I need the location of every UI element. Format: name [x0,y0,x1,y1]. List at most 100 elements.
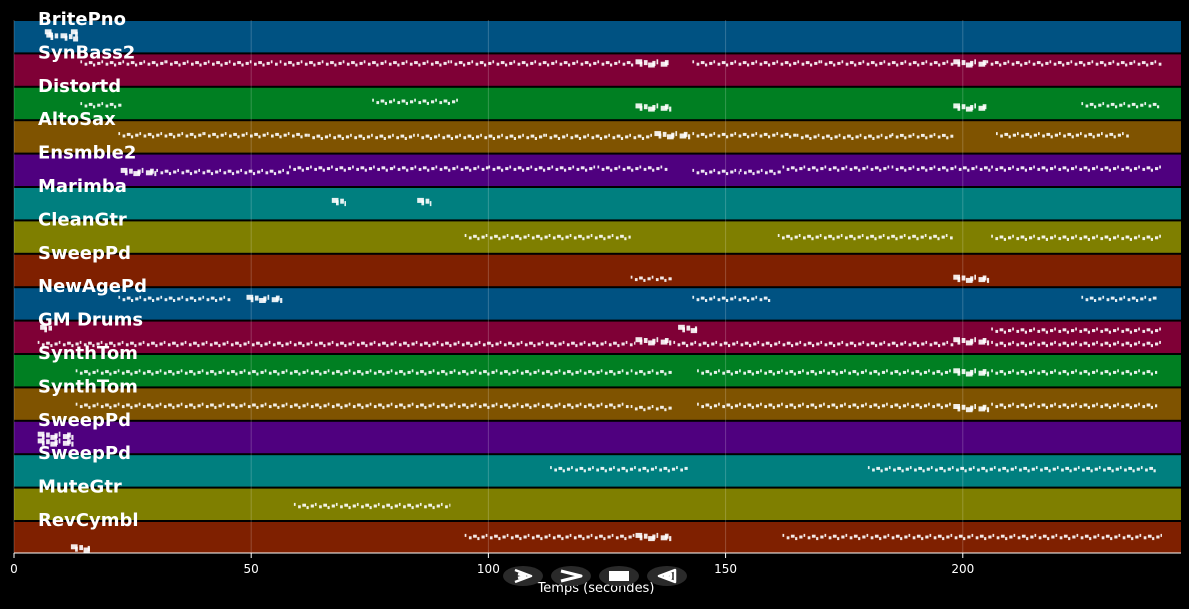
note-block [803,236,806,240]
note-block [491,404,495,408]
note-block [109,372,112,376]
note-block [957,339,961,345]
note-block [550,466,552,470]
note-block [696,62,700,66]
note-block [895,237,898,241]
note-block [271,297,279,303]
note-block [749,344,752,348]
note-block [371,133,373,137]
note-run [692,132,797,139]
note-block [909,466,912,470]
note-block [854,63,857,67]
note-block [477,537,480,541]
note-block [285,402,288,406]
note-block [678,324,685,330]
note-block [567,403,571,407]
note-block [1062,235,1067,239]
note-block [946,60,949,64]
fast-forward-button[interactable] [551,566,591,586]
note-block [1058,371,1062,375]
note-block [156,63,159,67]
note-block [189,370,193,374]
note-block [245,132,248,136]
note-block [755,370,760,374]
note-block [160,171,164,175]
note-block [1062,328,1067,332]
note-block [523,235,527,239]
note-block [260,344,263,348]
note-block [652,534,656,540]
stop-button[interactable] [599,566,639,586]
note-block [481,235,485,239]
note-block [803,343,807,347]
note-block [1008,167,1012,171]
note-block [837,342,841,346]
note-block [772,61,776,65]
note-block [692,60,695,64]
note-block [946,136,949,140]
note-block [372,61,376,65]
note-block [752,172,755,176]
note-block [992,533,995,537]
note-block [304,62,308,66]
note-block [1057,61,1062,65]
note-block [425,198,430,204]
note-block [918,466,922,470]
note-block [463,136,467,140]
note-block [105,403,109,407]
note-block [361,341,365,345]
note-block [572,61,576,65]
note-block [789,135,792,139]
note-run [75,369,629,376]
note-block [586,235,590,239]
track-lane [14,188,1181,220]
note-block [142,405,146,409]
note-block [1152,102,1157,106]
note-block [1050,404,1054,408]
note-block [1117,234,1119,238]
note-block [953,59,960,65]
note-block [1088,132,1093,136]
note-block [431,167,435,171]
note-block [728,344,731,348]
note-block [652,105,656,110]
note-block [424,341,428,345]
note-block [324,135,329,139]
play-button[interactable] [503,566,543,586]
note-block [1159,234,1161,238]
note-block [258,135,261,139]
note-block [1024,168,1027,172]
note-block [866,62,870,66]
note-block [772,372,775,376]
note-block [239,404,243,408]
note-block [730,297,734,301]
note-block [442,136,446,140]
note-block [831,403,836,407]
note-block [462,370,466,374]
note-block [836,235,840,239]
note-block [726,172,729,176]
note-block [404,137,407,140]
note-block [933,61,938,65]
note-block [1017,536,1021,540]
note-block [410,167,414,171]
note-block [336,370,340,374]
track-lane [14,288,1181,320]
track-label: SynthTom [38,343,138,364]
note-block [743,371,746,375]
note-block [109,341,113,345]
note-block [628,235,631,239]
note-block [596,370,600,374]
note-block [534,167,538,171]
note-block [331,340,334,344]
rewind-button[interactable] [647,566,687,586]
note-block [323,404,327,408]
note-block [858,61,862,65]
note-block [739,168,742,172]
note-block [138,369,141,373]
note-block [529,341,533,345]
note-block [352,165,354,169]
note-block [428,404,432,408]
note-block [558,342,562,346]
note-block [135,297,139,301]
